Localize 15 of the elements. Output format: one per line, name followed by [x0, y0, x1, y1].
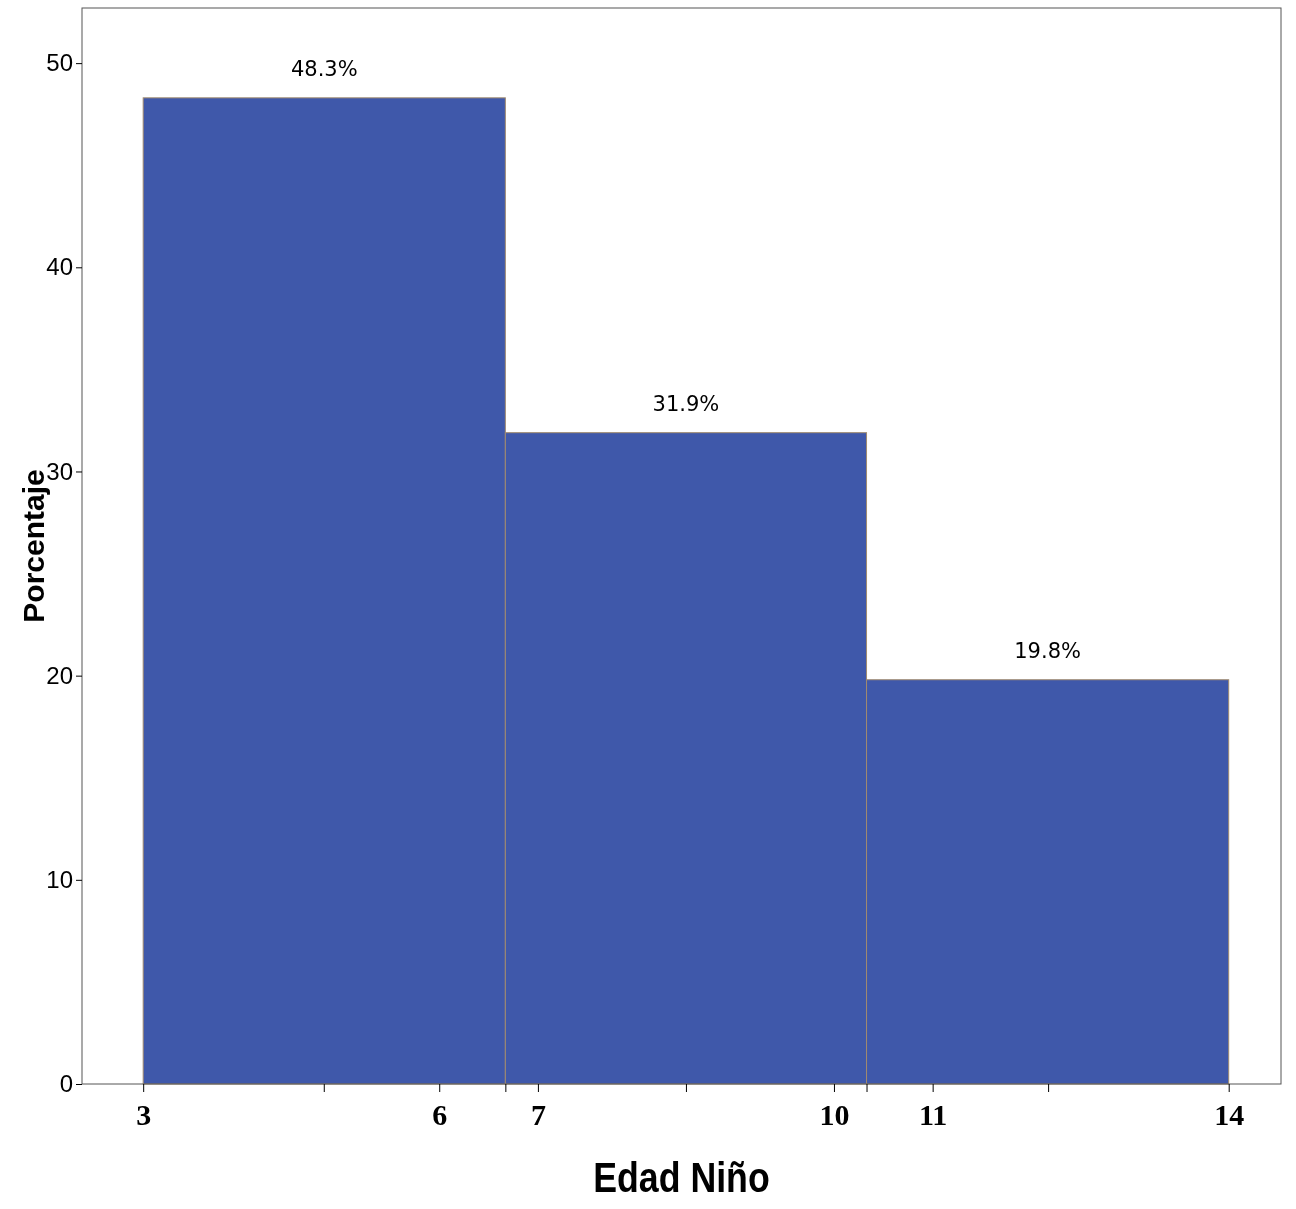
x-tick-label: 11: [918, 1098, 948, 1132]
x-tick-label: 10: [819, 1098, 850, 1132]
x-axis-title: Edad Niño: [593, 1154, 770, 1201]
data-label: 31.9%: [652, 391, 720, 416]
x-tick-label: 6: [432, 1098, 448, 1132]
y-tick-label: 20: [46, 661, 73, 689]
data-label: 19.8%: [1014, 638, 1081, 663]
data-label: 48.3%: [290, 56, 358, 81]
x-tick-label: 7: [530, 1098, 546, 1132]
x-tick-label: 14: [1214, 1098, 1245, 1132]
y-tick-label: 10: [46, 866, 73, 894]
y-tick-label: 0: [59, 1070, 73, 1098]
y-tick-label: 40: [46, 253, 73, 281]
y-tick-label: 50: [46, 49, 73, 77]
x-tick-label: 3: [136, 1098, 152, 1132]
